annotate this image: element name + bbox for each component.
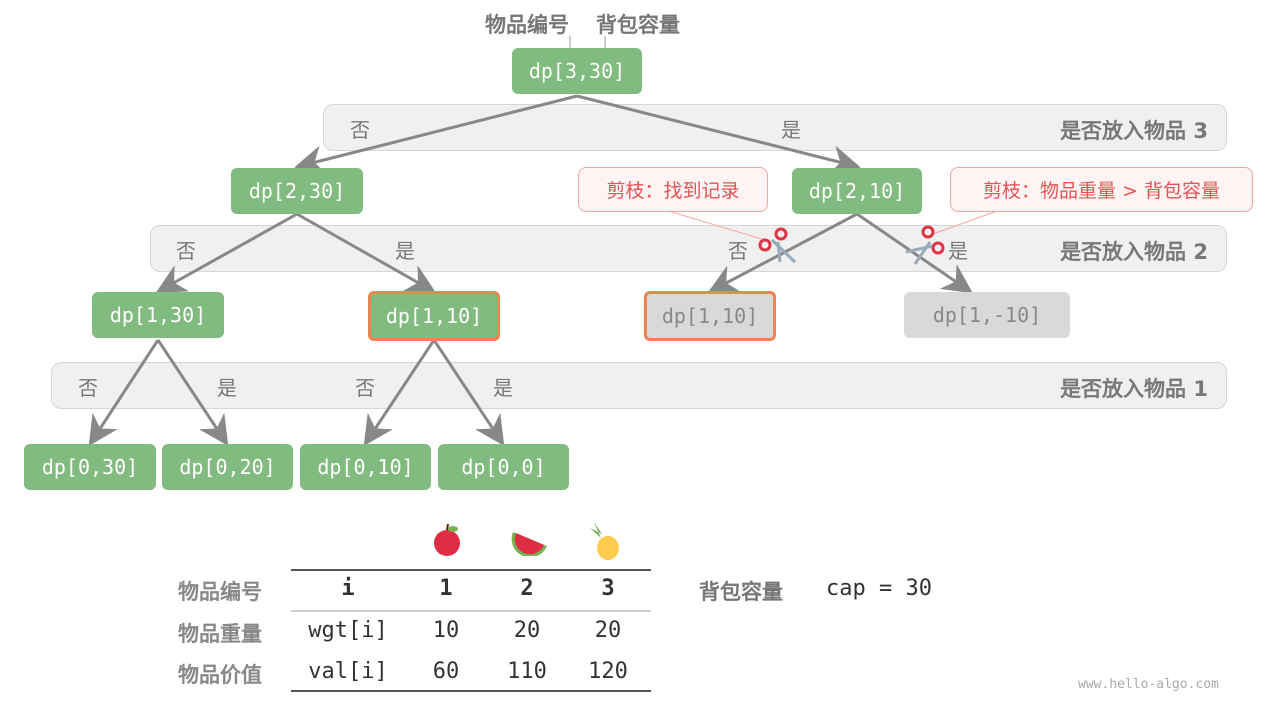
edge-label-no: 否 xyxy=(78,376,98,400)
weight-cell: 20 xyxy=(513,618,541,643)
capacity-value: cap = 30 xyxy=(826,576,932,601)
row-label-index: 物品编号 xyxy=(178,580,262,604)
band-label: 是否放入物品 1 xyxy=(1060,377,1208,401)
node-dp-2-10: dp[2,10] xyxy=(792,168,922,214)
edge-label-yes: 是 xyxy=(395,239,415,263)
apple-icon xyxy=(434,523,460,556)
edge xyxy=(576,94,861,175)
edge-label-no: 否 xyxy=(728,239,748,263)
band-item-3: 是否放入物品 3 xyxy=(323,104,1227,151)
edge xyxy=(294,94,578,175)
edge-label-yes: 是 xyxy=(217,376,237,400)
capacity-label: 背包容量 xyxy=(699,580,783,604)
watermelon-icon xyxy=(511,532,547,556)
edge-label-no: 否 xyxy=(176,239,196,263)
row-label-weight: 物品重量 xyxy=(178,622,262,646)
node-dp-1-30: dp[1,30] xyxy=(92,292,224,338)
index-annotation: 物品编号 xyxy=(485,13,569,37)
watermark: www.hello-algo.com xyxy=(1078,677,1219,692)
edge xyxy=(155,212,298,293)
table-bottom-rule xyxy=(291,690,651,692)
node-dp-1-10-pruned: dp[1,10] xyxy=(644,291,776,341)
capacity-annotation: 背包容量 xyxy=(596,13,680,37)
header-cell: 2 xyxy=(520,576,534,601)
edge-label-yes: 是 xyxy=(781,118,801,142)
edge-label-yes: 是 xyxy=(948,239,968,263)
edge-label-no: 否 xyxy=(355,376,375,400)
header-cell: i xyxy=(341,576,355,601)
node-dp-2-30: dp[2,30] xyxy=(231,168,363,214)
scissors-icon xyxy=(758,227,797,264)
table-top-rule xyxy=(291,569,651,571)
value-cell: 120 xyxy=(588,659,628,684)
header-cell: 3 xyxy=(601,576,615,601)
value-cell: val[i] xyxy=(308,659,388,684)
node-dp-3-30: dp[3,30] xyxy=(512,48,642,94)
edge xyxy=(432,339,505,446)
band-label: 是否放入物品 2 xyxy=(1060,240,1208,264)
edge xyxy=(363,339,436,446)
pineapple-icon xyxy=(590,522,619,560)
header-cell: 1 xyxy=(439,576,453,601)
node-dp-1-10: dp[1,10] xyxy=(368,291,500,341)
node-dp-0-0: dp[0,0] xyxy=(438,444,569,490)
value-cell: 110 xyxy=(507,659,547,684)
weight-cell: 10 xyxy=(432,618,460,643)
edge xyxy=(88,339,160,447)
band-label: 是否放入物品 3 xyxy=(1060,119,1208,143)
node-dp-0-20: dp[0,20] xyxy=(162,444,293,490)
scissors-icon xyxy=(905,225,945,265)
row-label-value: 物品价值 xyxy=(178,663,262,687)
node-dp-0-10: dp[0,10] xyxy=(300,444,431,490)
callout-weight-prune: 剪枝：物品重量 > 背包容量 xyxy=(950,167,1253,212)
edge xyxy=(156,339,229,446)
value-cell: 60 xyxy=(432,659,460,684)
edge-label-no: 否 xyxy=(350,118,370,142)
callout-memo-prune: 剪枝：找到记录 xyxy=(578,167,768,212)
edge-label-yes: 是 xyxy=(493,376,513,400)
node-dp-1-neg10-pruned: dp[1,-10] xyxy=(904,292,1070,338)
table-mid-rule xyxy=(291,610,651,612)
band-item-1: 是否放入物品 1 xyxy=(51,362,1227,409)
weight-cell: wgt[i] xyxy=(308,618,388,643)
weight-cell: 20 xyxy=(594,618,622,643)
node-dp-0-30: dp[0,30] xyxy=(24,444,156,490)
edge xyxy=(296,212,437,293)
